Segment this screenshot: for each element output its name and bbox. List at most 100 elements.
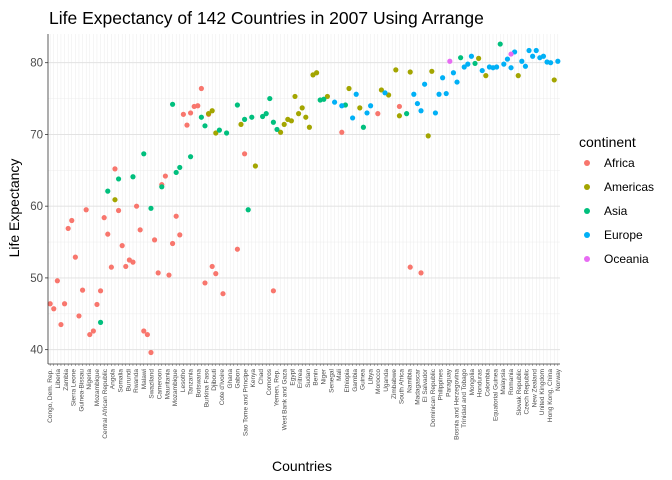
data-point [205, 111, 212, 117]
data-point [324, 93, 331, 100]
data-point [115, 207, 122, 214]
legend-swatch [584, 208, 590, 214]
x-tick-label: Zambia [63, 369, 70, 391]
series-oceania [447, 51, 514, 64]
x-tick-label: Mongolia [469, 369, 476, 396]
x-tick-label: Mozambique [94, 369, 101, 407]
y-tick-label: 60 [30, 201, 43, 213]
data-point [270, 288, 276, 294]
data-point [396, 113, 403, 119]
data-point [155, 270, 161, 276]
x-tick-label: Ethiopia [344, 369, 351, 393]
data-point [504, 56, 511, 62]
x-tick-label: Mali [336, 369, 343, 381]
x-axis: Congo, Dem. Rep. Liberia Zambia Sierra Leon… [47, 363, 562, 440]
data-point [97, 319, 104, 325]
x-tick-label: Sudan [305, 369, 312, 388]
data-point [540, 53, 547, 59]
data-point [252, 163, 258, 169]
data-point [364, 110, 370, 116]
data-point [108, 264, 114, 270]
x-tick-label: Yemen, Rep. [274, 369, 281, 407]
x-tick-label: Senegal [328, 368, 335, 392]
x-tick-label: Gabon [235, 369, 242, 389]
data-point [148, 349, 154, 356]
data-point [288, 118, 294, 124]
data-point [245, 207, 251, 213]
data-point [458, 55, 464, 61]
x-tick-label: Namibia [406, 369, 413, 393]
data-point [332, 99, 338, 105]
data-point [173, 169, 179, 176]
data-point [378, 87, 385, 93]
data-point [454, 79, 460, 85]
x-tick-label: Guinea [360, 369, 367, 390]
x-tick-label: Eritrea [297, 369, 304, 389]
x-tick-label: Libya [367, 369, 374, 385]
data-point [220, 291, 226, 297]
x-tick-label: Comoros [266, 368, 273, 395]
x-tick-label: Uganda [383, 369, 390, 392]
data-point [202, 123, 208, 129]
plot-panel [48, 34, 560, 364]
data-point [429, 68, 435, 74]
data-point [123, 263, 129, 270]
x-tick-label: Burkina Faso [203, 369, 210, 408]
legend-label: Africa [604, 156, 635, 170]
data-point [105, 188, 111, 194]
data-point [119, 243, 125, 249]
data-point [177, 232, 183, 238]
y-tick-label: 70 [30, 129, 43, 141]
data-point [522, 63, 529, 69]
data-point [407, 264, 413, 270]
x-tick-label: Cote d'Ivoire [219, 369, 226, 406]
data-point [148, 205, 154, 211]
data-point [69, 217, 75, 224]
x-tick-label: Equatorial Guinea [492, 369, 499, 421]
data-point [137, 227, 143, 233]
legend-label: Americas [604, 180, 654, 194]
data-point [404, 111, 410, 117]
data-point [105, 231, 111, 237]
x-tick-label: Sierra Leone [71, 369, 78, 407]
data-point [436, 91, 442, 97]
x-tick-label: Madagascar [414, 368, 421, 405]
data-point [418, 270, 424, 276]
data-point [314, 70, 320, 76]
x-tick-label: Malawi [141, 369, 148, 389]
data-point [72, 254, 78, 260]
data-point [141, 151, 147, 157]
data-point [353, 91, 359, 97]
x-tick-label: Gambia [352, 369, 359, 392]
data-point [476, 55, 482, 61]
data-point [198, 85, 204, 92]
x-tick-label: Mozambique [172, 369, 179, 407]
data-point [303, 114, 309, 120]
x-tick-label: Nigeria [86, 369, 93, 390]
x-axis-title: Countries [272, 458, 332, 474]
data-point [151, 237, 158, 243]
x-tick-label: Benin [313, 369, 320, 386]
data-point [130, 174, 136, 180]
series-asia [97, 41, 503, 325]
x-tick-label: Lesotho [180, 369, 187, 393]
data-point [101, 215, 107, 221]
data-point [548, 60, 554, 66]
data-point [198, 114, 204, 120]
data-point [213, 271, 219, 277]
x-tick-label: Egypt [289, 369, 296, 386]
data-point [530, 53, 536, 59]
data-point [187, 110, 194, 116]
data-point [263, 111, 269, 117]
data-point [234, 102, 240, 108]
x-tick-label: Bosnia and Herzegovina [453, 369, 460, 440]
x-tick-label: United Kingdom [539, 369, 546, 415]
x-tick-label: Kenya [250, 369, 257, 388]
data-point [47, 301, 53, 307]
y-tick-label: 80 [30, 58, 43, 70]
data-point [112, 166, 118, 172]
data-point [54, 278, 60, 284]
x-tick-label: Sao Tome and Principe [242, 369, 249, 436]
data-point [79, 287, 86, 293]
data-point [51, 306, 57, 312]
